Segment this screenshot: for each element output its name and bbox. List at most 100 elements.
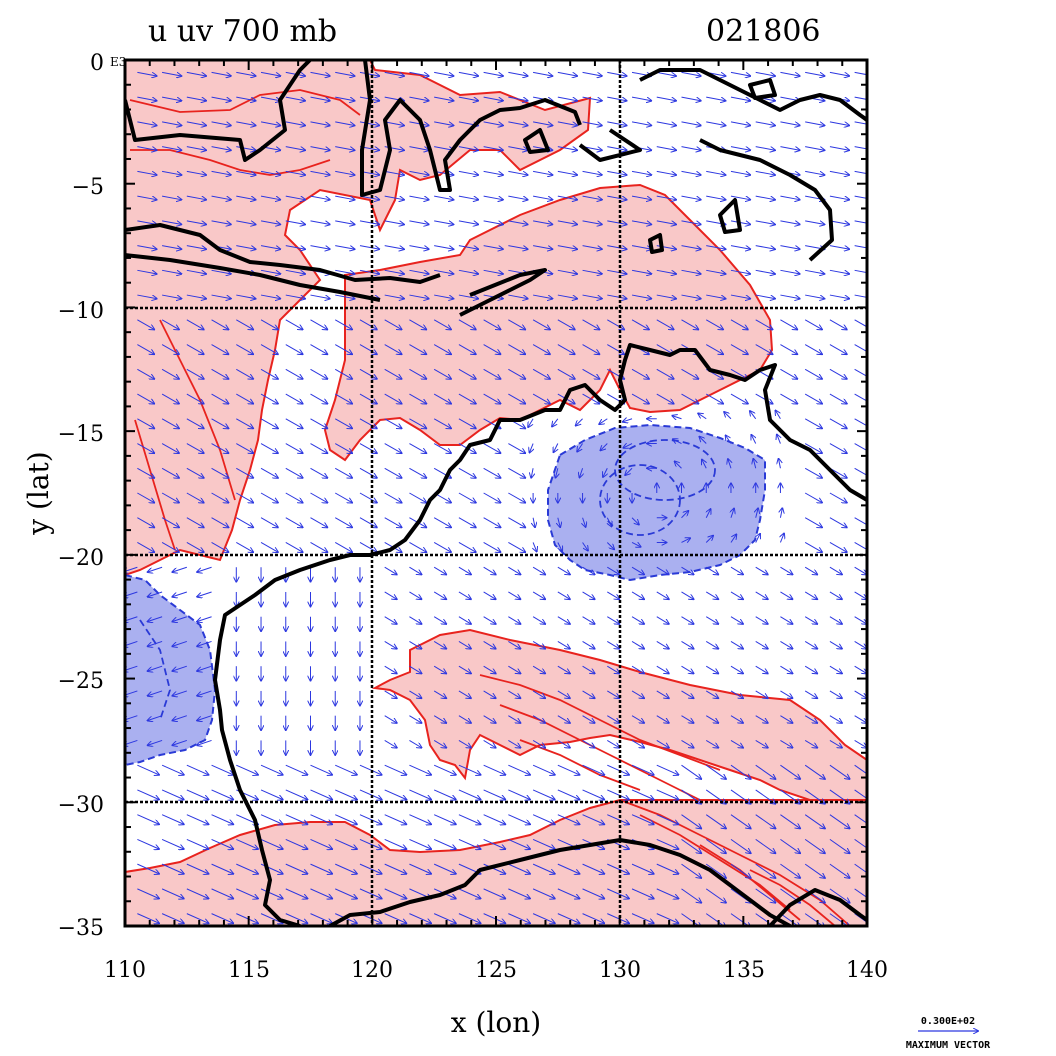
wind-vector xyxy=(236,294,255,299)
wind-vector xyxy=(854,393,867,404)
wind-vector xyxy=(335,269,354,274)
wind-vector xyxy=(186,269,206,274)
wind-vector xyxy=(508,467,525,478)
wind-vector xyxy=(137,319,154,330)
wind-vector xyxy=(557,566,570,574)
wind-vector xyxy=(698,413,707,420)
wind-vector xyxy=(656,838,679,849)
wind-vector xyxy=(631,170,651,175)
wind-vector xyxy=(260,443,278,454)
wind-vector xyxy=(335,888,357,899)
wind-vector xyxy=(582,245,602,250)
coast-tasmania-vic xyxy=(768,888,867,926)
wind-vector xyxy=(458,789,481,800)
wind-vector xyxy=(409,393,426,404)
wind-vector xyxy=(780,566,792,574)
wind-vector xyxy=(172,616,187,622)
wind-vector xyxy=(409,764,431,775)
wind-vector xyxy=(433,715,446,723)
wind-vector xyxy=(483,913,506,924)
wind-vector xyxy=(775,411,781,420)
wind-vector xyxy=(582,739,595,747)
wind-vector xyxy=(631,863,654,874)
wind-vector xyxy=(384,195,404,200)
x-tick-label: 130 xyxy=(599,958,641,983)
wind-vector xyxy=(483,690,496,698)
wind-vector xyxy=(458,319,476,330)
y-tick-label: −30 xyxy=(58,793,104,818)
wind-vector xyxy=(558,542,562,551)
wind-vector xyxy=(607,566,619,574)
wind-vector xyxy=(483,764,506,775)
wind-vector xyxy=(211,146,231,151)
wind-vector xyxy=(508,443,525,454)
wind-vector xyxy=(804,319,822,330)
wind-vector xyxy=(730,269,750,274)
wind-vector xyxy=(458,913,481,924)
wind-vector xyxy=(434,269,453,274)
wind-vector xyxy=(186,443,204,454)
wind-vector xyxy=(755,393,773,404)
wind-vector xyxy=(730,368,748,379)
wind-vector xyxy=(508,319,525,330)
wind-vector xyxy=(335,121,354,126)
wind-vector xyxy=(607,913,629,924)
wind-vector xyxy=(755,665,768,673)
wind-vector xyxy=(483,121,503,126)
wind-vector xyxy=(731,509,734,518)
wind-vector xyxy=(554,443,558,453)
wind-vector xyxy=(730,344,748,355)
wind-vector xyxy=(172,591,187,597)
wind-vector xyxy=(631,616,644,624)
wind-vector xyxy=(285,443,303,454)
wind-vector xyxy=(137,393,154,404)
wind-vector xyxy=(409,294,428,299)
wind-vector xyxy=(433,319,451,330)
wind-vector xyxy=(631,715,644,723)
wind-vector xyxy=(582,591,595,599)
wind-vector xyxy=(458,566,471,574)
wind-vector xyxy=(483,616,496,624)
wind-vector xyxy=(483,443,501,454)
wind-vector xyxy=(458,393,476,404)
wind-vector xyxy=(508,690,520,698)
wind-vector xyxy=(508,641,520,648)
x-tick-label: 135 xyxy=(723,958,765,983)
wind-vector xyxy=(384,591,397,599)
wind-vector xyxy=(829,393,847,404)
wind-vector xyxy=(780,715,792,723)
wind-vector xyxy=(197,616,212,622)
wind-vector xyxy=(211,764,234,775)
wind-vector xyxy=(533,294,552,299)
wind-vector xyxy=(384,170,404,175)
wind-vector xyxy=(607,170,626,175)
wind-vector xyxy=(533,245,552,250)
wind-vector xyxy=(483,888,506,899)
wind-vector xyxy=(706,195,725,200)
wind-vector xyxy=(409,863,431,874)
wind-vector xyxy=(197,715,212,721)
wind-vector xyxy=(384,715,397,723)
wind-vector xyxy=(310,146,330,151)
wind-vector xyxy=(805,170,824,175)
wind-vector xyxy=(756,534,760,543)
wind-vector xyxy=(458,368,476,379)
wind-vector xyxy=(508,542,525,552)
wind-vector xyxy=(854,467,867,478)
wind-vector xyxy=(829,467,847,478)
wind-vector xyxy=(458,269,478,274)
wind-vector xyxy=(755,344,773,355)
y-tick-label: −35 xyxy=(58,916,104,941)
wind-vector xyxy=(854,542,867,552)
wind-vector xyxy=(755,690,768,698)
wind-vector xyxy=(335,814,357,825)
wind-vector xyxy=(458,245,478,250)
wind-vector xyxy=(607,888,629,899)
wind-vector xyxy=(582,789,605,800)
wind-vector xyxy=(433,814,456,825)
wind-vector xyxy=(631,121,651,126)
wind-vector xyxy=(681,294,701,299)
wind-vector xyxy=(458,591,471,599)
wind-vector xyxy=(211,913,234,924)
positive-u-contours xyxy=(129,89,851,926)
